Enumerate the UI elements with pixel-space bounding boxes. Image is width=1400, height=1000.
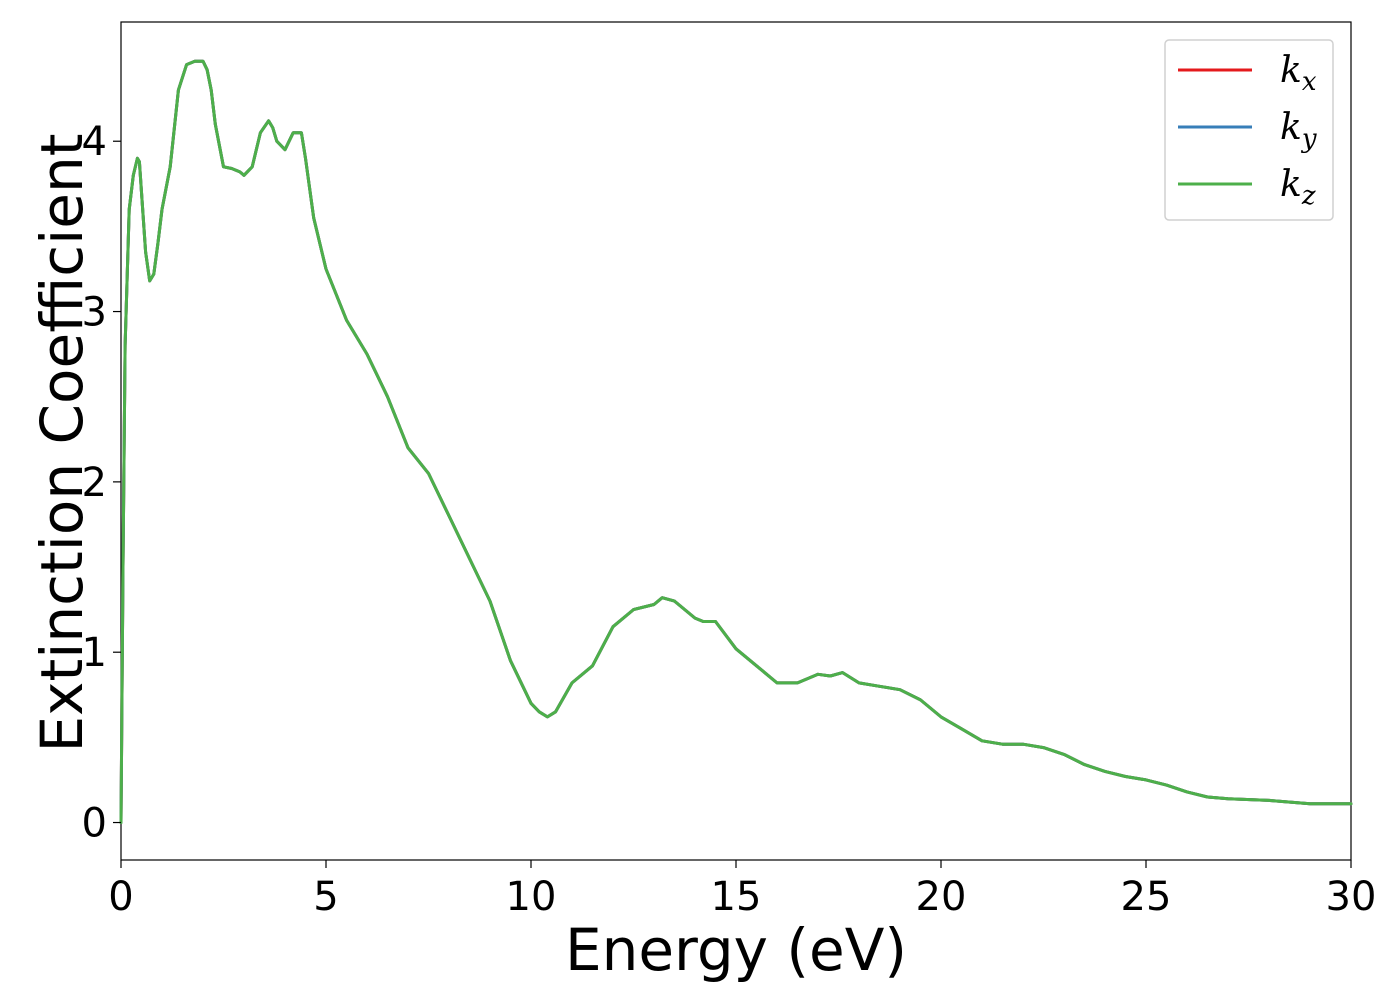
y-tick-label: 1 — [82, 630, 107, 676]
y-tick-label: 3 — [82, 290, 107, 336]
x-tick-label: 15 — [711, 874, 762, 920]
x-tick-label: 30 — [1326, 874, 1377, 920]
legend-item-k-z: kz — [1178, 164, 1316, 211]
legend-label: kx — [1280, 50, 1317, 97]
x-tick-label: 20 — [916, 874, 967, 920]
y-tick-label: 4 — [82, 119, 107, 165]
x-tick-label: 10 — [506, 874, 557, 920]
series-line-k-z — [119, 59, 1353, 824]
y-axis-ticks: 0 1 2 3 4 — [82, 119, 121, 847]
x-axis-label: Energy (eV) — [565, 916, 907, 984]
legend-item-k-x: kx — [1178, 50, 1317, 97]
y-tick-label: 0 — [82, 801, 107, 847]
x-tick-label: 0 — [108, 874, 133, 920]
legend-label: kz — [1280, 164, 1316, 211]
legend-box — [1164, 39, 1334, 221]
legend: kx ky kz — [1164, 39, 1334, 221]
y-tick-label: 2 — [82, 460, 107, 506]
legend-label: ky — [1280, 107, 1317, 154]
x-tick-label: 5 — [313, 874, 338, 920]
y-axis-label: Extinction Coefficient — [28, 134, 96, 753]
legend-item-k-y: ky — [1178, 107, 1317, 154]
x-tick-label: 25 — [1121, 874, 1172, 920]
x-axis-ticks: 0 5 10 15 20 25 30 — [108, 860, 1376, 920]
series-layer — [119, 59, 1353, 824]
